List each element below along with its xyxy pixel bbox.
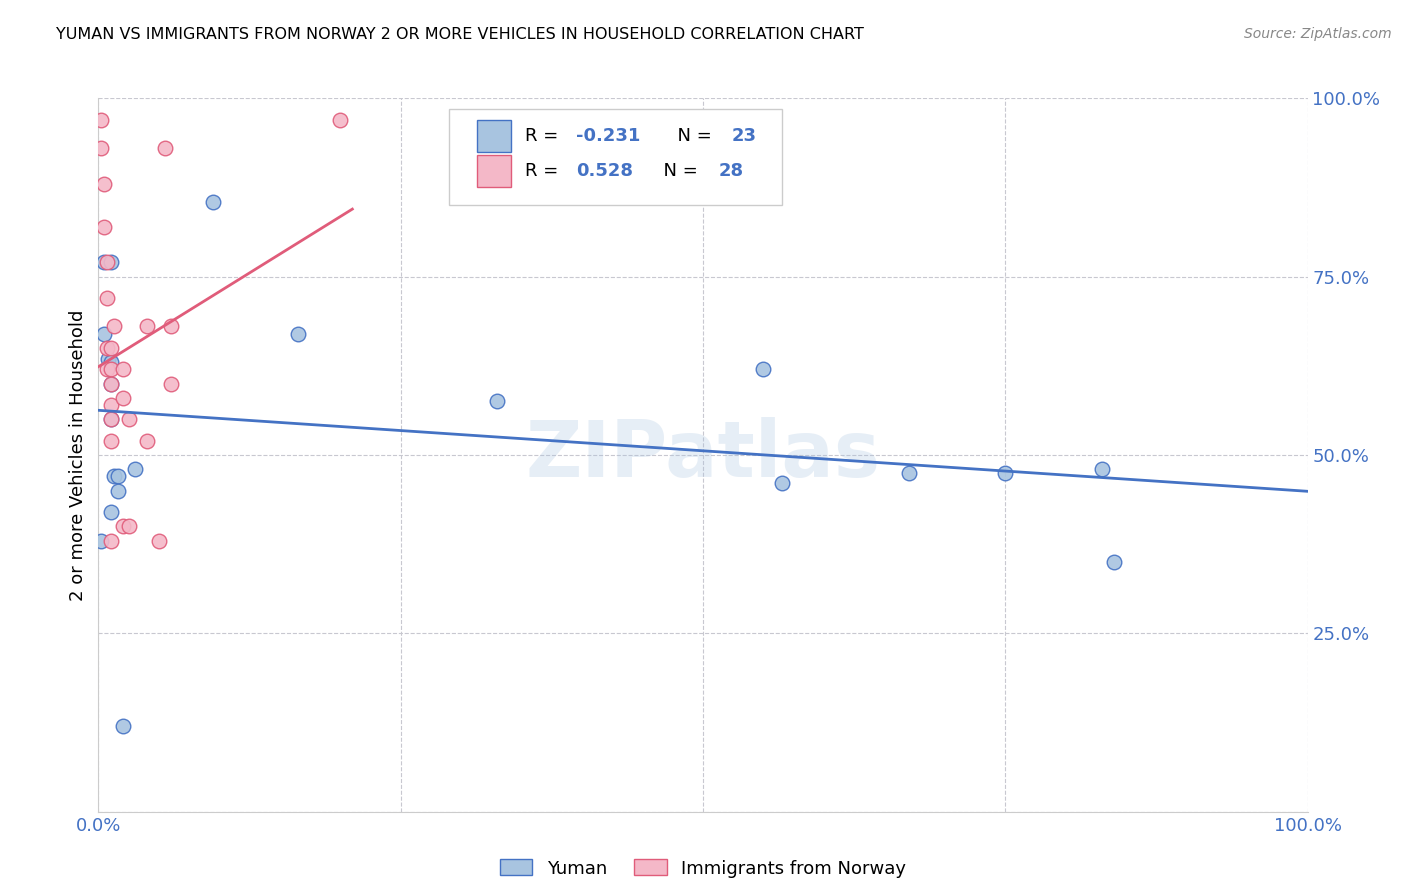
Point bbox=[153, 141, 176, 155]
Point bbox=[100, 398, 122, 412]
Point bbox=[160, 376, 183, 391]
Point bbox=[100, 376, 122, 391]
FancyBboxPatch shape bbox=[449, 109, 782, 205]
Point bbox=[202, 194, 225, 209]
FancyBboxPatch shape bbox=[477, 155, 510, 187]
Point bbox=[135, 319, 157, 334]
Point bbox=[100, 376, 122, 391]
Point bbox=[100, 412, 122, 426]
Point bbox=[96, 255, 118, 269]
Legend: Yuman, Immigrants from Norway: Yuman, Immigrants from Norway bbox=[492, 852, 914, 885]
Point bbox=[111, 362, 134, 376]
Point bbox=[1102, 555, 1125, 569]
Point bbox=[994, 466, 1017, 480]
Point bbox=[100, 255, 122, 269]
Point bbox=[111, 391, 134, 405]
Point bbox=[100, 341, 122, 355]
Point bbox=[107, 469, 129, 483]
Point bbox=[752, 362, 775, 376]
Text: R =: R = bbox=[526, 162, 564, 180]
Point bbox=[160, 319, 183, 334]
Point bbox=[118, 412, 141, 426]
Point bbox=[135, 434, 157, 448]
Point bbox=[93, 326, 115, 341]
Point bbox=[96, 362, 118, 376]
Point bbox=[100, 533, 122, 548]
Text: 23: 23 bbox=[733, 127, 756, 145]
Point bbox=[148, 533, 170, 548]
Point bbox=[96, 341, 118, 355]
Point bbox=[124, 462, 146, 476]
Point bbox=[107, 483, 129, 498]
Text: N =: N = bbox=[652, 162, 704, 180]
Point bbox=[90, 112, 112, 127]
Point bbox=[770, 476, 793, 491]
Point bbox=[100, 355, 122, 369]
Point bbox=[103, 469, 125, 483]
Text: 28: 28 bbox=[718, 162, 744, 180]
Point bbox=[90, 533, 112, 548]
Point bbox=[93, 219, 115, 234]
Point bbox=[103, 319, 125, 334]
Point bbox=[486, 394, 509, 409]
Point bbox=[100, 362, 122, 376]
Text: ZIPatlas: ZIPatlas bbox=[526, 417, 880, 493]
Point bbox=[100, 412, 122, 426]
Text: R =: R = bbox=[526, 127, 564, 145]
Y-axis label: 2 or more Vehicles in Household: 2 or more Vehicles in Household bbox=[69, 310, 87, 600]
Text: -0.231: -0.231 bbox=[576, 127, 640, 145]
Point bbox=[96, 291, 118, 305]
Point bbox=[93, 255, 115, 269]
Text: Source: ZipAtlas.com: Source: ZipAtlas.com bbox=[1244, 27, 1392, 41]
Point bbox=[90, 141, 112, 155]
Point bbox=[93, 177, 115, 191]
Point bbox=[100, 505, 122, 519]
Point bbox=[111, 519, 134, 533]
Point bbox=[329, 112, 352, 127]
Point bbox=[100, 434, 122, 448]
Point bbox=[97, 351, 120, 366]
Point bbox=[287, 326, 309, 341]
Text: N =: N = bbox=[665, 127, 717, 145]
Point bbox=[118, 519, 141, 533]
Point bbox=[897, 466, 920, 480]
Point bbox=[111, 719, 134, 733]
Text: YUMAN VS IMMIGRANTS FROM NORWAY 2 OR MORE VEHICLES IN HOUSEHOLD CORRELATION CHAR: YUMAN VS IMMIGRANTS FROM NORWAY 2 OR MOR… bbox=[56, 27, 865, 42]
Text: 0.528: 0.528 bbox=[576, 162, 633, 180]
Point bbox=[1091, 462, 1114, 476]
FancyBboxPatch shape bbox=[477, 120, 510, 152]
